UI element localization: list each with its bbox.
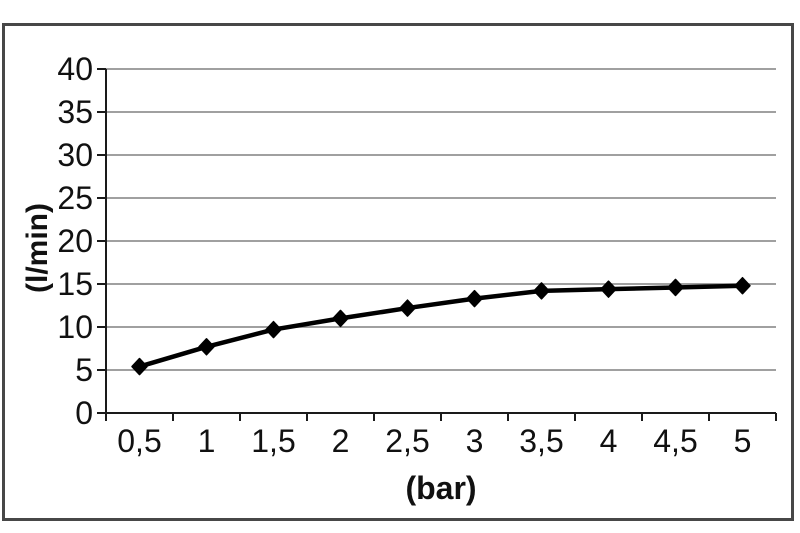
x-tick-label: 1,5 — [251, 423, 295, 459]
x-axis-title: (bar) — [405, 470, 477, 506]
data-point-marker — [131, 357, 148, 376]
data-point-marker — [600, 280, 617, 298]
x-tick-label: 1 — [198, 423, 216, 459]
y-tick-label: 0 — [75, 395, 93, 431]
data-point-marker — [399, 299, 416, 317]
chart-outer-frame — [2, 23, 794, 521]
data-point-marker — [332, 309, 349, 328]
y-tick-label: 35 — [57, 94, 93, 130]
y-tick-label: 5 — [75, 352, 93, 388]
x-tick-label: 4 — [600, 423, 618, 459]
y-axis-title: (l/min) — [21, 203, 54, 293]
data-point-marker — [466, 289, 483, 308]
x-tick-label: 3 — [466, 423, 484, 459]
x-tick-label: 2 — [332, 423, 350, 459]
data-point-marker — [734, 276, 751, 295]
x-tick-label: 4,5 — [653, 423, 697, 459]
y-tick-label: 15 — [57, 266, 93, 302]
x-tick-label: 3,5 — [519, 423, 563, 459]
x-tick-label: 0,5 — [117, 423, 161, 459]
series-line — [137, 283, 745, 369]
y-tick-label: 25 — [57, 180, 93, 216]
data-point-marker — [533, 282, 550, 300]
x-tick-label: 2,5 — [385, 423, 429, 459]
y-tick-label: 20 — [57, 223, 93, 259]
data-point-marker — [198, 338, 215, 356]
y-tick-label: 10 — [57, 309, 93, 345]
data-point-marker — [667, 278, 684, 297]
y-tick-label: 40 — [57, 51, 93, 87]
x-tick-label: 5 — [734, 423, 752, 459]
data-point-marker — [265, 320, 282, 339]
y-tick-label: 30 — [57, 137, 93, 173]
